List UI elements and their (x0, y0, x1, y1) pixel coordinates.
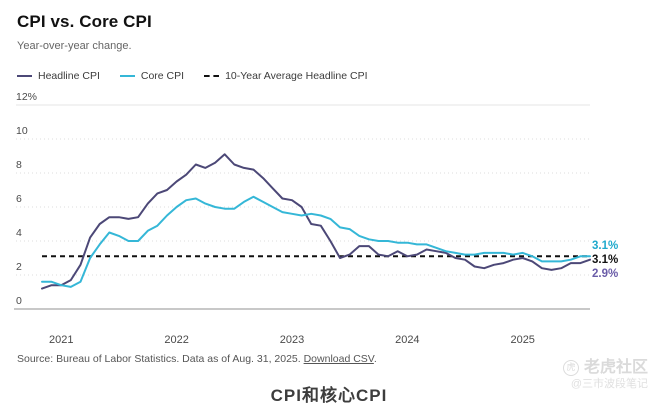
download-csv-link[interactable]: Download CSV (303, 353, 374, 365)
headline-cpi-line-swatch-icon (17, 75, 32, 77)
svg-text:4: 4 (16, 227, 22, 239)
watermark-handle: @三市波段笔记 (570, 378, 648, 390)
average-dashed-line-swatch-icon (204, 75, 220, 77)
svg-text:2021: 2021 (49, 334, 73, 346)
svg-text:12%: 12% (16, 91, 37, 103)
legend-label: Headline CPI (38, 70, 100, 82)
chart-legend: Headline CPI Core CPI 10-Year Average He… (17, 70, 368, 82)
source-period: . (373, 353, 377, 365)
svg-text:10: 10 (16, 125, 28, 137)
legend-label: 10-Year Average Headline CPI (225, 70, 368, 82)
watermark: 虎 老虎社区 @三市波段笔记 (512, 358, 652, 392)
source-note: Source: Bureau of Labor Statistics. Data… (17, 353, 377, 365)
legend-label: Core CPI (140, 70, 185, 82)
headline-cpi-end-value: 2.9% (592, 268, 619, 280)
cpi-line-chart: 12% 10 8 6 4 2 0 2021 2022 2023 2024 2025 (14, 91, 591, 346)
svg-text:2: 2 (16, 261, 22, 273)
svg-text:6: 6 (16, 193, 22, 205)
legend-item-10yr-average: 10-Year Average Headline CPI (204, 70, 368, 82)
watermark-brand: 老虎社区 (583, 359, 648, 376)
legend-item-headline-cpi: Headline CPI (17, 70, 100, 82)
svg-text:2024: 2024 (395, 334, 419, 346)
average-end-value: 3.1% (592, 254, 619, 266)
svg-text:8: 8 (16, 159, 22, 171)
svg-text:2022: 2022 (164, 334, 188, 346)
legend-item-core-cpi: Core CPI (119, 70, 185, 82)
chinese-caption: CPI和核心CPI (270, 386, 388, 405)
chart-subtitle: Year-over-year change. (17, 40, 132, 52)
svg-text:0: 0 (16, 295, 22, 307)
svg-text:2025: 2025 (510, 334, 534, 346)
core-cpi-line-swatch-icon (119, 75, 135, 77)
svg-text:2023: 2023 (280, 334, 304, 346)
tiger-community-logo-icon: 虎 (562, 360, 579, 376)
page-title: CPI vs. Core CPI (17, 12, 152, 31)
core-cpi-end-value: 3.1% (592, 240, 619, 252)
source-text: Source: Bureau of Labor Statistics. Data… (17, 353, 304, 365)
